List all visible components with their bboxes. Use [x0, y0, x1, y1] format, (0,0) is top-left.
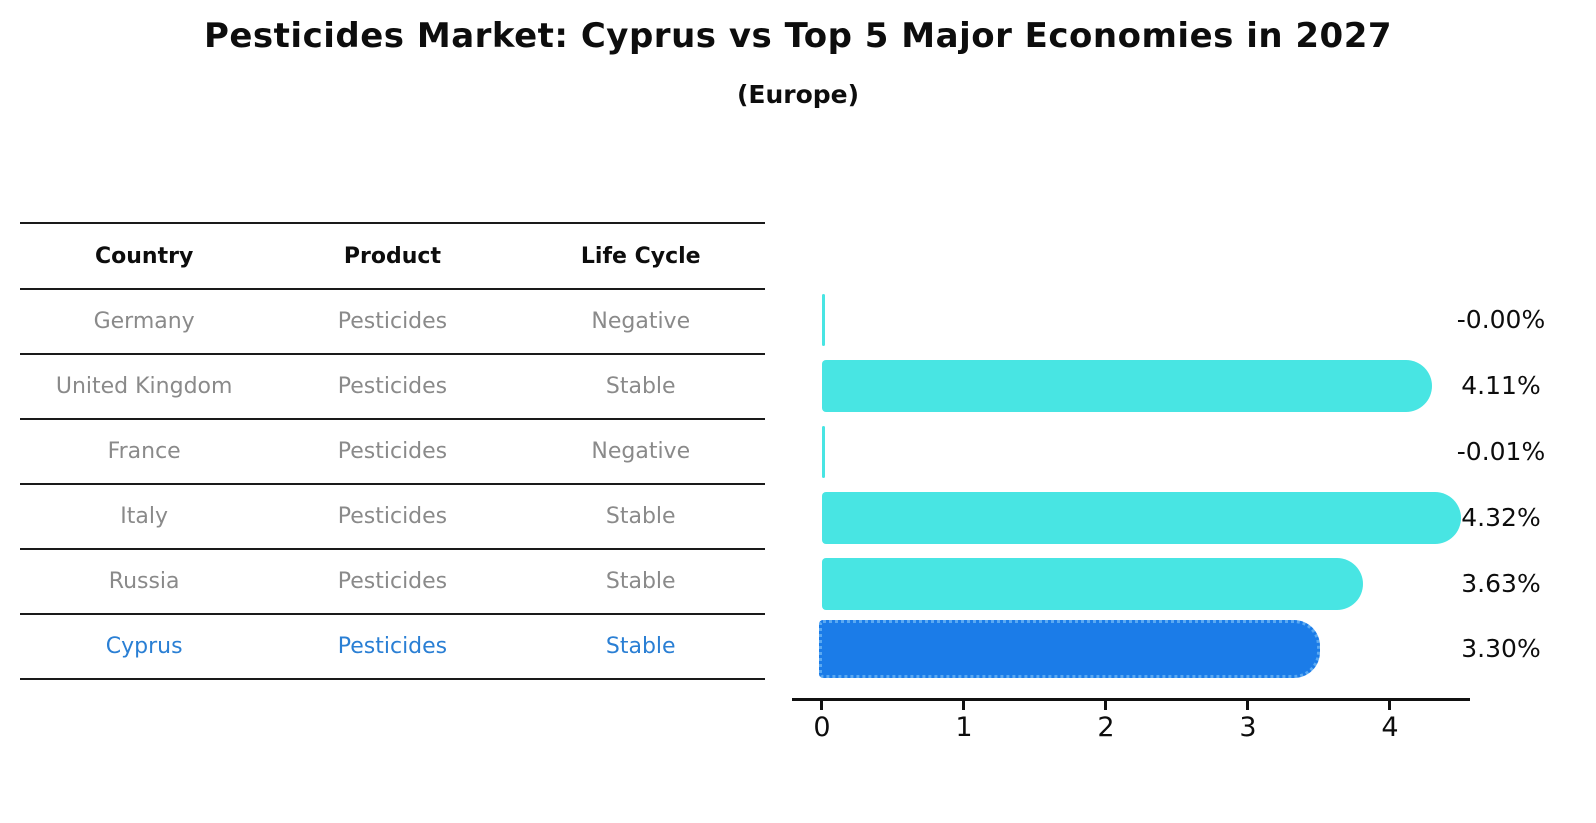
x-tick-label: 3	[1239, 712, 1257, 743]
cell-product: Pesticides	[337, 439, 448, 464]
cell-country: Cyprus	[105, 634, 183, 659]
x-axis-tick	[1388, 701, 1391, 710]
cell-country: United Kingdom	[55, 374, 233, 399]
value-label-cyprus: 3.30%	[1461, 634, 1541, 663]
value-label-italy: 4.32%	[1461, 503, 1541, 532]
table-row: Italy Pesticides Stable	[20, 485, 765, 550]
table-row: France Pesticides Negative	[20, 420, 765, 485]
bar-russia	[822, 558, 1363, 610]
bar-france	[822, 426, 825, 478]
table-header-row: Country Product Life Cycle	[20, 222, 765, 290]
bar-italy	[822, 492, 1461, 544]
cell-country: Germany	[93, 309, 195, 334]
table-row: Russia Pesticides Stable	[20, 550, 765, 615]
cell-product: Pesticides	[337, 569, 448, 594]
x-axis-tick	[962, 701, 965, 710]
x-tick-label: 4	[1381, 712, 1399, 743]
table-row: Germany Pesticides Negative	[20, 290, 765, 355]
cell-product: Pesticides	[337, 374, 448, 399]
cell-country: Italy	[120, 504, 169, 529]
cell-lifecycle: Negative	[591, 439, 691, 464]
table-header-product: Product	[343, 243, 441, 269]
country-table: Country Product Life Cycle Germany Pesti…	[20, 222, 765, 680]
cell-lifecycle: Stable	[605, 374, 676, 399]
cell-product: Pesticides	[337, 504, 448, 529]
bar-germany	[822, 294, 825, 346]
chart-title: Pesticides Market: Cyprus vs Top 5 Major…	[203, 16, 1393, 56]
cell-lifecycle: Stable	[605, 634, 676, 659]
chart-subtitle: (Europe)	[736, 80, 860, 109]
cell-country: France	[107, 439, 181, 464]
x-axis-tick	[1104, 701, 1107, 710]
table-row-cyprus: Cyprus Pesticides Stable	[20, 615, 765, 680]
value-label-united-kingdom: 4.11%	[1461, 371, 1541, 400]
value-label-germany: -0.00%	[1456, 305, 1546, 334]
cell-lifecycle: Stable	[605, 569, 676, 594]
x-tick-label: 0	[813, 712, 831, 743]
cell-product: Pesticides	[337, 309, 448, 334]
cell-lifecycle: Negative	[591, 309, 691, 334]
cell-product: Pesticides	[337, 634, 448, 659]
cell-country: Russia	[108, 569, 180, 594]
cell-lifecycle: Stable	[605, 504, 676, 529]
x-axis-tick	[820, 701, 823, 710]
x-tick-label: 2	[1097, 712, 1115, 743]
table-header-lifecycle: Life Cycle	[580, 243, 701, 269]
bar-united-kingdom	[822, 360, 1432, 412]
table-header-country: Country	[95, 243, 194, 269]
value-label-russia: 3.63%	[1461, 569, 1541, 598]
x-axis-line	[792, 698, 1470, 701]
value-label-france: -0.01%	[1456, 437, 1546, 466]
x-tick-label: 1	[955, 712, 973, 743]
table-row: United Kingdom Pesticides Stable	[20, 355, 765, 420]
x-axis-tick	[1246, 701, 1249, 710]
bar-cyprus	[819, 620, 1320, 678]
